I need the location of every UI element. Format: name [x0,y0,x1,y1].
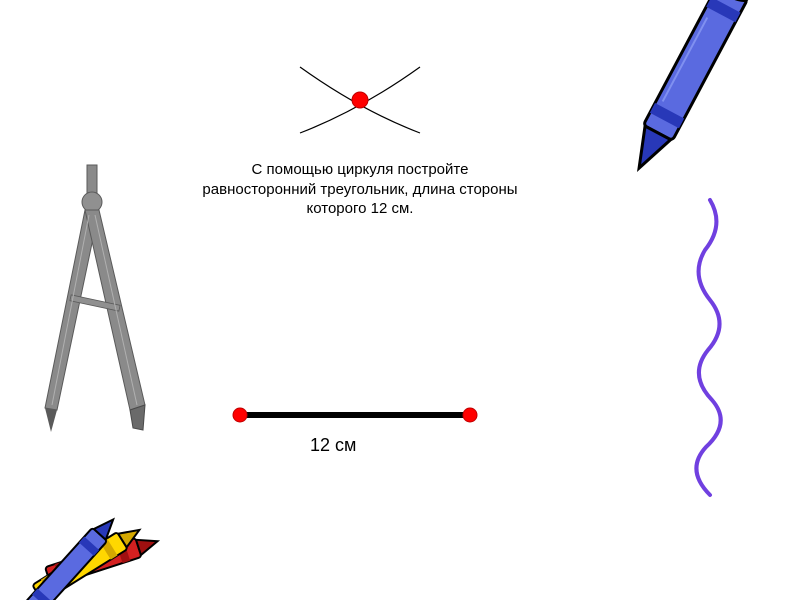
segment-svg [230,400,480,430]
compass-highlight-left [52,215,89,405]
crayons-group-icon [5,495,180,605]
crayon-top-right-icon [615,0,755,210]
arc-svg [280,55,440,145]
compass-hinge [82,192,102,212]
compass-pencil-holder [130,405,145,430]
compass-icon [25,160,175,445]
compass-svg [25,160,175,440]
crayon-blue-top [625,0,751,176]
crayon-red-tip [136,534,160,555]
line-segment-diagram [230,400,480,435]
compass-highlight-right [95,215,137,405]
squiggle-icon [680,195,740,510]
squiggle-path [696,200,720,495]
segment-label: 12 см [310,435,356,456]
crayon-tr-body [643,0,747,141]
compass-handle [87,165,97,193]
segment-endpoint-right [463,408,477,422]
instruction-text: С помощью циркуля постройте равносторонн… [200,160,520,219]
crayons-svg [5,495,180,600]
arc-intersection-diagram [280,55,440,150]
compass-needle [45,408,57,432]
segment-endpoint-left [233,408,247,422]
squiggle-svg [680,195,740,505]
crayon-tr-svg [615,0,755,205]
compass-leg-left [45,210,99,410]
intersection-point [352,92,368,108]
